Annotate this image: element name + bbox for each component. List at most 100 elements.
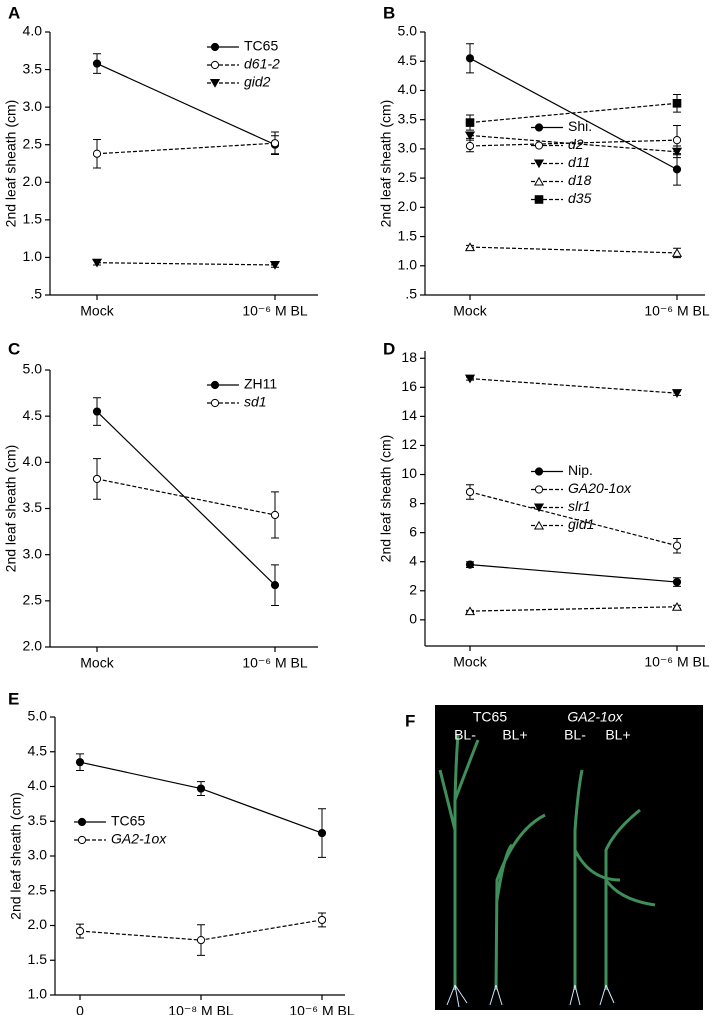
- photo-treatment-label: BL-: [564, 727, 586, 743]
- x-tick-label: 0: [76, 1003, 84, 1015]
- marker: [671, 147, 683, 157]
- marker: [533, 503, 545, 513]
- y-tick-label: 5.0: [23, 361, 43, 377]
- x-tick-label: Mock: [453, 303, 487, 319]
- marker: [210, 380, 220, 390]
- marker: [671, 389, 683, 398]
- series-line: [96, 63, 276, 146]
- y-tick-label: 14: [401, 407, 417, 423]
- series-line: [96, 262, 276, 266]
- photo-group-label: TC65: [473, 709, 507, 725]
- y-tick-label: 12: [401, 436, 417, 452]
- y-tick-label: 3.0: [398, 140, 418, 156]
- marker: [210, 42, 220, 52]
- y-tick-label: 3.0: [23, 98, 43, 114]
- y-tick-label: 10: [401, 465, 417, 481]
- marker: [92, 59, 102, 68]
- y-tick-label: 4.0: [398, 81, 418, 97]
- photo-treatment-label: BL-: [454, 727, 476, 743]
- legend-entry: d18: [531, 172, 592, 188]
- legend-label: TC65: [244, 38, 278, 54]
- marker: [534, 485, 544, 494]
- y-tick-label: 1.5: [23, 211, 43, 227]
- y-tick-label: 3.0: [23, 545, 43, 561]
- chart-panel: E 2nd leaf sheath (cm) 1.0 1.5 2.0 2.5 3.0 3.5 4…: [8, 689, 355, 1015]
- marker: [671, 601, 683, 611]
- marker: [534, 195, 544, 204]
- legend-entry: d2: [531, 136, 584, 152]
- marker: [317, 828, 327, 838]
- marker: [672, 165, 682, 174]
- photo-treatment-label: BL+: [502, 727, 527, 743]
- series-line: [469, 134, 678, 153]
- photo-treatment-label: BL+: [605, 727, 630, 743]
- marker: [534, 123, 544, 132]
- series-line: [469, 57, 678, 170]
- x-tick-label: Mock: [80, 303, 114, 319]
- y-tick-label: 16: [401, 378, 417, 394]
- series-line: [469, 378, 678, 394]
- x-tick-label: Mock: [80, 655, 114, 671]
- photo-group-label: GA2-1ox: [567, 709, 623, 725]
- y-tick-label: 8: [409, 494, 417, 510]
- marker: [672, 541, 682, 550]
- marker: [91, 258, 103, 268]
- series-line: [469, 246, 678, 254]
- y-tick-label: 3.5: [23, 499, 43, 515]
- legend-label: d11: [568, 154, 590, 170]
- legend-label: gid2: [244, 74, 271, 90]
- marker: [671, 248, 683, 257]
- legend-label: GA20-1ox: [568, 480, 632, 496]
- marker: [210, 398, 220, 408]
- legend-entry: gid2: [207, 74, 271, 90]
- y-tick-label: .5: [30, 286, 42, 302]
- y-tick-label: 2.5: [23, 592, 43, 608]
- marker: [465, 487, 475, 497]
- marker: [534, 467, 544, 476]
- legend-entry: d61-2: [207, 56, 280, 72]
- panel-label: D: [383, 339, 395, 358]
- y-tick-label: 5.0: [398, 23, 418, 39]
- marker: [533, 176, 545, 186]
- y-tick-label: 4: [409, 552, 417, 568]
- y-tick-label: 3.5: [398, 110, 418, 126]
- y-tick-label: .5: [405, 286, 417, 302]
- marker: [270, 581, 280, 590]
- marker: [77, 817, 87, 827]
- legend-entry: d35: [531, 190, 592, 206]
- y-tick-label: 3.0: [28, 847, 48, 863]
- marker: [464, 242, 476, 252]
- y-tick-label: 4.0: [23, 23, 43, 39]
- marker: [672, 99, 682, 108]
- legend-entry: GA20-1ox: [531, 480, 632, 496]
- y-tick-label: 5.0: [28, 708, 48, 724]
- chart-panel: D 2nd leaf sheath (cm) 0 2 4 6 8 10 12 14 16 18 Mock…: [378, 339, 710, 669]
- legend-label: d18: [568, 172, 592, 188]
- x-tick-label: 10⁻⁶ M BL: [289, 1003, 355, 1015]
- marker: [75, 926, 85, 936]
- legend-label: Shi.: [568, 118, 592, 134]
- marker: [464, 606, 476, 616]
- marker: [465, 560, 475, 569]
- y-tick-label: 4.0: [28, 777, 48, 793]
- marker: [465, 118, 475, 127]
- legend-label: d35: [568, 190, 592, 206]
- series-line: [469, 564, 678, 583]
- legend-entry: Nip.: [531, 462, 593, 478]
- y-tick-label: 1.5: [28, 951, 48, 967]
- y-axis-title: 2nd leaf sheath (cm): [8, 792, 24, 920]
- y-tick-label: 2.5: [23, 135, 43, 151]
- legend-entry: TC65: [207, 38, 278, 54]
- marker: [464, 374, 476, 384]
- marker: [317, 915, 327, 925]
- marker: [270, 139, 280, 148]
- legend-label: slr1: [568, 498, 591, 514]
- series-line: [96, 411, 276, 586]
- marker: [196, 784, 206, 793]
- panel-label: E: [8, 689, 19, 708]
- photo-panel: [435, 705, 703, 1010]
- y-tick-label: 3.5: [28, 812, 48, 828]
- y-tick-label: 4.5: [398, 52, 418, 68]
- chart-panel: A 2nd leaf sheath (cm) .5 1.0 1.5 2.0 2.5 3.0 3.…: [3, 3, 318, 319]
